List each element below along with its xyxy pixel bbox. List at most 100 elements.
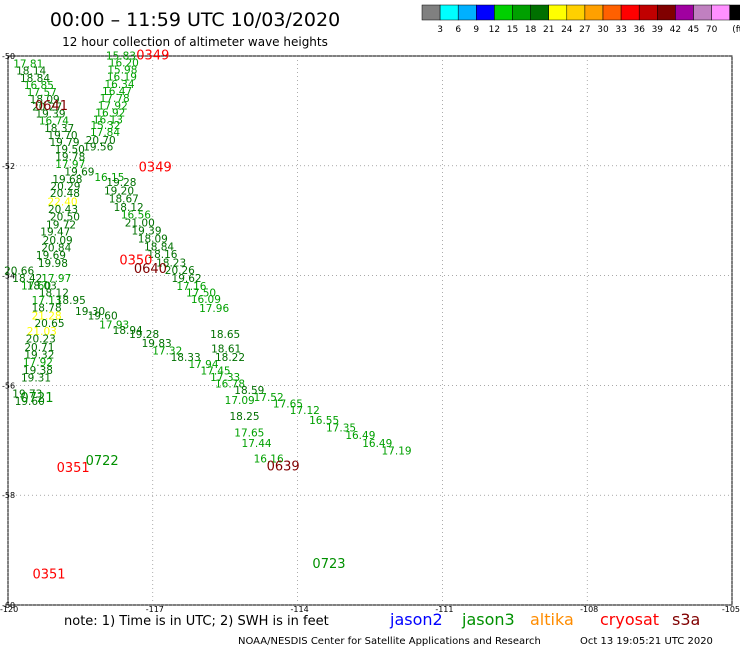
latitude-labels: -50 -52 -54 -56 -58 -60 [2, 52, 15, 610]
wave-height-label: 17.35 [326, 423, 356, 435]
wave-height-label: 18.94 [113, 325, 143, 337]
wave-height-label: 16.20 [109, 57, 139, 69]
colorbar-tick-label: 70 [706, 25, 718, 35]
wave-height-label: 17.78 [100, 93, 130, 105]
colorbar-swatch [584, 4, 604, 21]
colorbar-tick-label: 42 [670, 25, 681, 35]
wave-height-label: 19.70 [48, 130, 78, 142]
wave-height-label: 18.84 [20, 73, 50, 85]
satellite-legend-entry: altika [530, 610, 574, 629]
wave-height-label: 17.93 [99, 319, 129, 331]
wave-height-label: 18.61 [211, 343, 241, 355]
wave-height-label: 19.31 [21, 373, 51, 385]
wave-height-label: 19.32 [24, 349, 54, 361]
wave-height-label: 18.25 [229, 411, 259, 423]
wave-height-label: 17.44 [242, 438, 272, 450]
wave-height-label: 18.59 [234, 385, 264, 397]
wave-height-label: 19.69 [36, 250, 66, 262]
colorbar-swatch [530, 4, 549, 21]
pass-time-label: 0640 [134, 262, 167, 277]
pass-time-label: 0349 [139, 160, 172, 175]
wave-height-label: 20.27 [32, 101, 62, 113]
colorbar-swatch [657, 4, 676, 21]
wave-height-label: 17.97 [41, 273, 71, 285]
wave-height-label: 16.56 [121, 210, 151, 222]
wave-height-label: 16.16 [254, 453, 284, 465]
wave-height-label: 18.12 [39, 287, 69, 299]
lon-tick-label: -105 [722, 605, 740, 614]
lon-tick-label: -114 [291, 605, 309, 614]
wave-height-label: 17.33 [210, 372, 240, 384]
pass-time-label: 0721 [20, 391, 53, 406]
colorbar-swatch [675, 4, 694, 21]
colorbar-swatch [439, 4, 459, 21]
map-subtitle: 12 hour collection of altimeter wave hei… [62, 35, 328, 49]
wave-height-label: 16.09 [191, 294, 221, 306]
wave-height-label: 18.78 [32, 302, 62, 314]
wave-height-label: 17.92 [23, 357, 53, 369]
wave-height-label: 20.65 [34, 318, 64, 330]
colorbar-tick-label: 27 [579, 25, 590, 35]
colorbar-swatch [494, 4, 513, 21]
wave-height-label: 17.52 [254, 392, 284, 404]
wave-height-label: 20.66 [4, 266, 34, 278]
wave-height-label: 19.83 [142, 338, 172, 350]
colorbar-swatch [711, 4, 730, 21]
colorbar-swatch [620, 4, 640, 21]
plot-border [7, 55, 733, 606]
colorbar-swatch [548, 4, 568, 21]
wave-height-label: 16.19 [107, 72, 137, 84]
wave-height-label: 20.71 [24, 342, 54, 354]
wave-height-label: 19.20 [104, 185, 134, 197]
colorbar-tick-label: 6 [455, 25, 461, 35]
wave-height-label: 20.09 [43, 235, 73, 247]
pass-time-label: 0723 [312, 557, 345, 572]
satellite-legend-entry: s3a [672, 610, 700, 629]
wave-height-label: 20.84 [41, 242, 71, 254]
wave-height-label: 19.47 [40, 227, 70, 239]
wave-height-label: 20.43 [48, 204, 78, 216]
map-title: 00:00 – 11:59 UTC 10/03/2020 [50, 9, 340, 31]
wave-height-label: 18.23 [156, 257, 186, 269]
wave-height-label: 19.56 [83, 141, 113, 153]
wave-height-label: 17.94 [188, 359, 218, 371]
wave-height-label: 18.03 [27, 280, 57, 292]
wave-height-label: 17.57 [27, 87, 57, 99]
wave-height-label: 16.55 [309, 415, 339, 427]
colorbar-tick-label: 18 [525, 25, 537, 35]
wave-height-label: 19.39 [131, 225, 161, 237]
wave-height-label: 21.03 [27, 326, 57, 338]
lat-tick-label: -50 [2, 52, 15, 61]
wave-height-label: 17.81 [13, 59, 43, 71]
wave-height-label: 16.92 [95, 107, 125, 119]
lon-tick-label: -120 [0, 605, 18, 614]
wave-height-label: 16.49 [362, 438, 392, 450]
longitude-labels: -120 -117 -114 -111 -108 -105 [0, 605, 740, 614]
wave-height-label: 18.42 [12, 273, 42, 285]
wave-height-label: 21.00 [125, 218, 155, 230]
wave-height-label: 19.79 [49, 137, 79, 149]
wave-height-label: 17.96 [199, 303, 229, 315]
colorbar-tick-label: 12 [489, 25, 500, 35]
colorbar-unit-label: (ft) [732, 25, 740, 35]
wave-height-label: 17.32 [152, 346, 182, 358]
wave-height-label: 19.68 [52, 174, 82, 186]
wave-height-label: 19.60 [88, 311, 118, 323]
colorbar-swatch [602, 4, 622, 21]
wave-height-label: 19.69 [64, 167, 94, 179]
wave-height-label: 18.12 [114, 202, 144, 214]
wave-height-label: 18.65 [210, 329, 240, 341]
pass-time-label: 0351 [57, 461, 90, 476]
lat-tick-label: -60 [2, 601, 15, 610]
plot-area: -50-52-54-56-58-60 -120 -117 -114 -111 -108-… [0, 48, 740, 614]
colorbar-swatch [512, 4, 531, 21]
colorbar-swatch [457, 4, 477, 21]
colorbar-swatch [729, 4, 740, 21]
wave-height-label: 21.28 [32, 311, 62, 323]
wave-height-label: 19.73 [12, 388, 42, 400]
wave-height-label: 15.32 [90, 120, 120, 132]
wave-height-label: 19.50 [55, 144, 85, 156]
wave-height-label: 16.78 [215, 379, 245, 391]
wave-height-label: 18.09 [30, 94, 60, 106]
